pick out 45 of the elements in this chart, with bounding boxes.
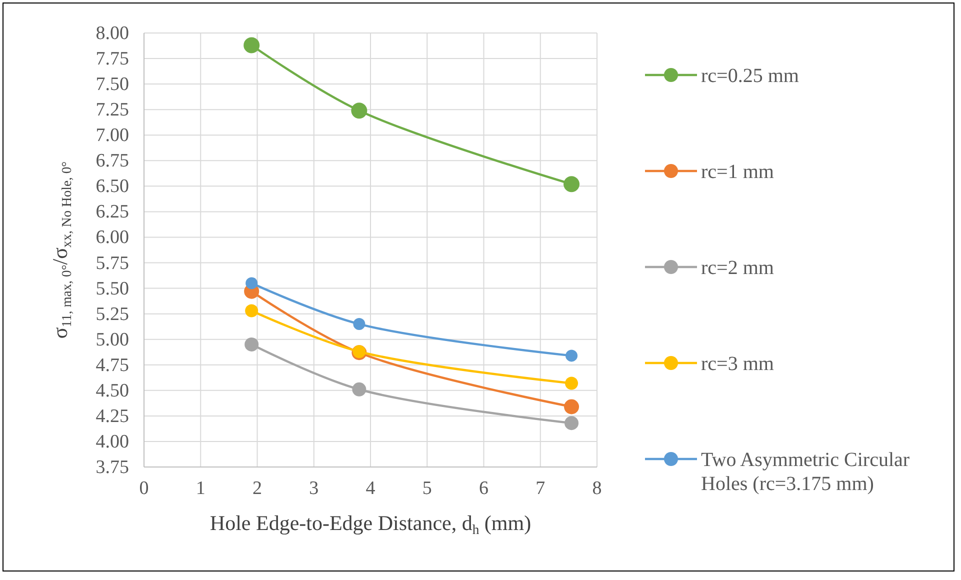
y-tick-label: 7.50 — [96, 74, 129, 96]
x-tick-label: 2 — [252, 478, 262, 499]
x-tick-label: 6 — [479, 478, 488, 499]
legend-label: rc=2 mm — [701, 257, 774, 279]
y-tick-label: 5.50 — [96, 278, 129, 300]
point — [566, 350, 578, 362]
y-tick-label: 5.75 — [96, 252, 129, 274]
y-tick-label: 7.25 — [96, 100, 129, 121]
x-tick-label: 8 — [592, 478, 602, 499]
legend-label: rc=3 mm — [701, 353, 774, 375]
point — [352, 382, 366, 396]
legend-label: rc=0.25 mm — [701, 65, 800, 87]
y-tick-label: 5.25 — [96, 304, 129, 325]
x-tick-label: 0 — [139, 478, 149, 499]
y-tick-label: 4.50 — [96, 380, 129, 402]
y-tick-label: 7.75 — [96, 48, 129, 70]
x-tick-label: 5 — [422, 478, 432, 499]
x-tick-label: 1 — [196, 478, 206, 499]
point — [351, 102, 368, 119]
point — [564, 176, 580, 192]
legend-label: Two Asymmetric Circular Holes (rc=3.175 mm) — [701, 449, 910, 495]
point — [353, 318, 366, 330]
point — [564, 416, 579, 430]
point — [246, 277, 258, 290]
y-tick-label: 6.25 — [96, 202, 129, 223]
y-tick-label: 6.50 — [96, 176, 129, 198]
point — [245, 304, 258, 318]
y-tick-label: 7.00 — [96, 125, 129, 146]
y-tick-label: 6.75 — [96, 150, 129, 172]
y-tick-label: 8.00 — [96, 23, 129, 44]
point — [565, 376, 578, 390]
y-tick-label: 5.00 — [96, 329, 129, 350]
point — [244, 337, 259, 352]
y-tick-label: 6.00 — [96, 227, 129, 248]
x-tick-label: 4 — [366, 478, 376, 499]
y-tick-label: 4.75 — [96, 354, 129, 376]
point — [564, 399, 580, 414]
x-tick-label: 3 — [309, 478, 319, 499]
legend-label: rc=1 mm — [701, 161, 774, 183]
x-axis-title: Hole Edge-to-Edge Distance, d$_{h}$ (mm) — [210, 511, 532, 538]
y-tick-label: 3.75 — [96, 457, 129, 478]
x-tick-label: 7 — [536, 478, 546, 499]
y-tick-label: 4.25 — [96, 406, 129, 427]
y-tick-label: 4.00 — [96, 431, 129, 452]
point — [244, 37, 260, 54]
